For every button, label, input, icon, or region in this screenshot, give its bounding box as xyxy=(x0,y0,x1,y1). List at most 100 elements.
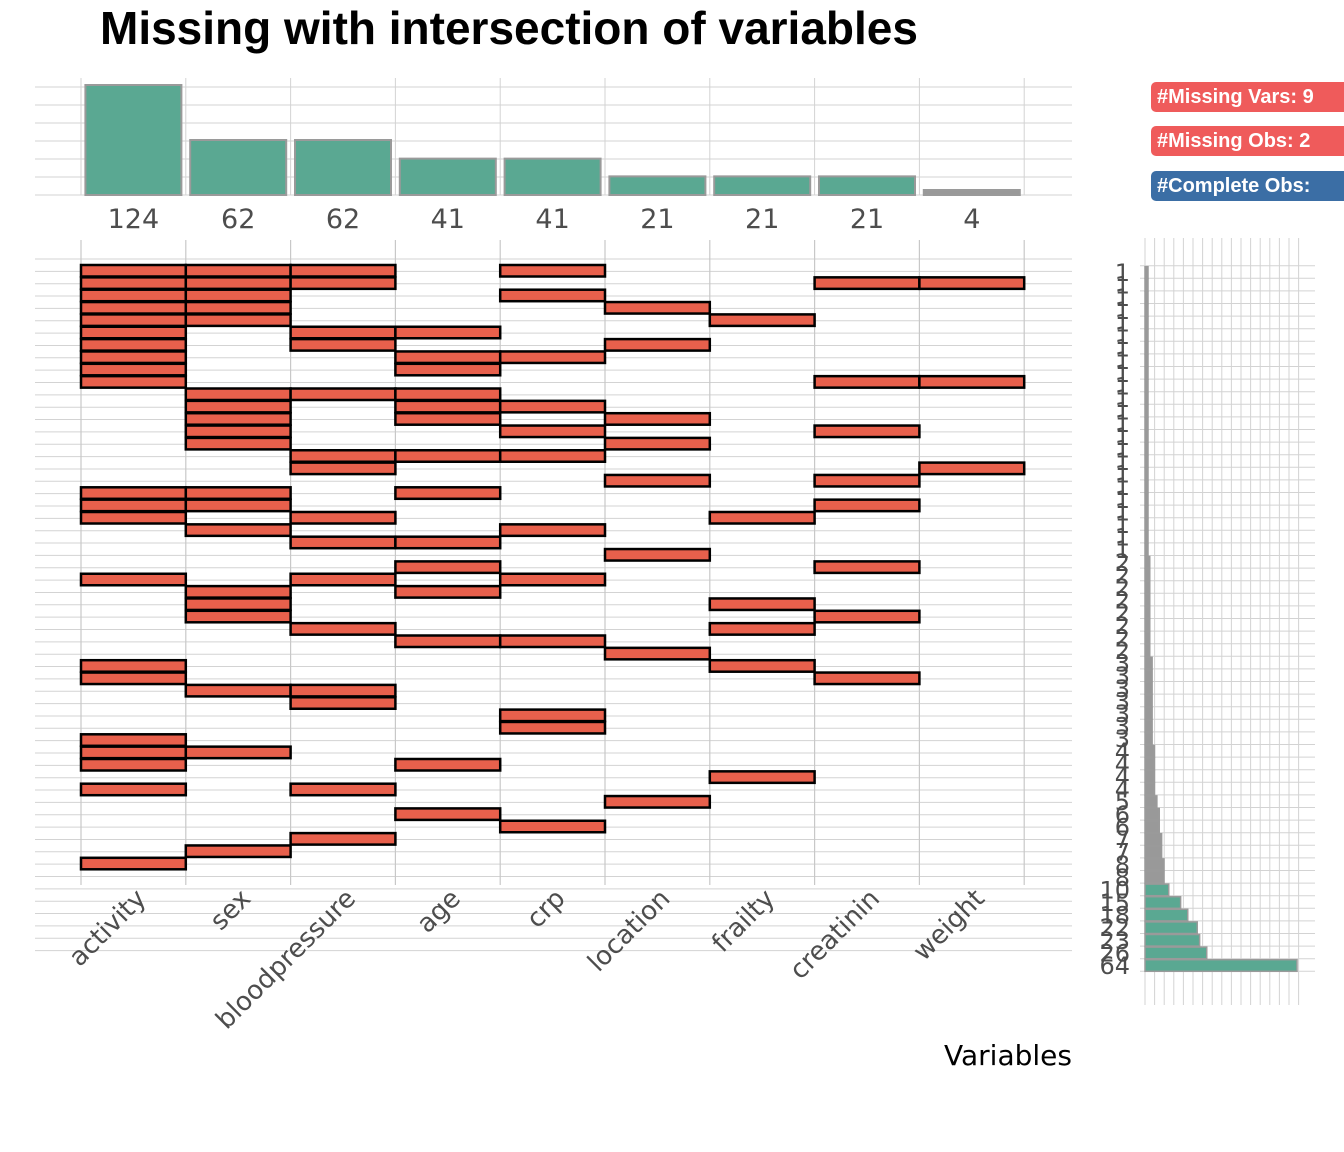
intersection-size-label: 1 xyxy=(1115,461,1130,489)
intersection-size-bar xyxy=(1144,492,1149,506)
intersection-size-bar xyxy=(1144,858,1165,872)
intersection-size-bar xyxy=(1144,618,1151,632)
missing-cell xyxy=(289,461,397,476)
intersection-size-label: 1 xyxy=(1115,347,1130,375)
chart-title: Missing with intersection of variables xyxy=(100,2,918,54)
intersection-size-labels: 1111111111111111111111122222222333333344… xyxy=(1099,259,1130,980)
missing-cell xyxy=(394,411,502,426)
missing-cell xyxy=(79,498,188,513)
intersection-size-label: 1 xyxy=(1115,385,1130,413)
intersection-size-bar xyxy=(1144,303,1149,317)
missing-cell xyxy=(603,473,712,488)
missing-cell xyxy=(289,572,397,587)
intersection-size-label: 23 xyxy=(1099,927,1130,955)
intersection-size-label: 2 xyxy=(1115,624,1130,652)
intersection-size-bar xyxy=(1144,669,1153,683)
missing-cell xyxy=(79,510,188,525)
missing-cell xyxy=(498,634,607,649)
missing-cell xyxy=(79,288,188,303)
missing-cell xyxy=(813,671,921,686)
missing-cell xyxy=(498,572,607,587)
missing-cell xyxy=(918,276,1026,291)
set-size-label: 41 xyxy=(431,204,465,235)
missing-cell xyxy=(394,757,502,772)
variable-label: sex xyxy=(204,884,257,937)
missing-cell xyxy=(708,313,816,328)
intersection-size-label: 4 xyxy=(1115,738,1130,766)
missing-cell xyxy=(289,325,397,340)
intersection-size-label: 1 xyxy=(1115,372,1130,400)
intersection-size-label: 8 xyxy=(1115,864,1130,892)
intersection-size-label: 3 xyxy=(1115,725,1130,753)
intersection-size-label: 1 xyxy=(1115,435,1130,463)
intersection-size-label: 1 xyxy=(1115,524,1130,552)
intersection-size-label: 64 xyxy=(1099,952,1130,980)
missing-cell xyxy=(79,325,188,340)
missing-cell xyxy=(79,745,188,760)
set-size-bar xyxy=(294,139,392,196)
intersection-size-bar xyxy=(1144,366,1149,380)
missing-cell xyxy=(708,621,816,636)
missing-cell xyxy=(813,424,921,439)
intersection-size-label: 6 xyxy=(1115,801,1130,829)
intersection-size-bar xyxy=(1144,782,1156,796)
intersection-size-bar xyxy=(1144,580,1151,595)
complete-obs-badge: #Complete Obs: xyxy=(1151,171,1344,201)
intersection-size-bar xyxy=(1144,467,1149,481)
missing-cell xyxy=(289,449,397,463)
set-size-bar xyxy=(503,157,602,196)
intersection-size-label: 15 xyxy=(1099,889,1130,917)
missing-cell xyxy=(184,436,292,451)
intersection-size-label: 1 xyxy=(1115,272,1130,300)
intersection-size-label: 1 xyxy=(1115,297,1130,325)
intersection-size-bar xyxy=(1144,694,1153,708)
intersection-size-label: 2 xyxy=(1115,599,1130,627)
intersection-size-bar xyxy=(1144,278,1149,292)
set-size-bar xyxy=(398,157,497,196)
missing-cell xyxy=(79,856,188,871)
intersection-size-label: 7 xyxy=(1115,826,1130,854)
set-size-label: 21 xyxy=(850,204,884,235)
intersection-size-label: 6 xyxy=(1115,813,1130,841)
missing-cell xyxy=(184,276,292,291)
intersection-size-label: 3 xyxy=(1115,713,1130,741)
missing-cell xyxy=(79,337,188,352)
intersection-size-bar xyxy=(1144,631,1151,645)
intersection-size-bar xyxy=(1144,404,1149,418)
intersection-size-label: 1 xyxy=(1115,322,1130,350)
missing-cell xyxy=(498,523,607,538)
missing-cell xyxy=(918,374,1026,389)
set-size-label: 21 xyxy=(745,204,779,235)
missing-cell xyxy=(79,782,188,797)
missing-cell xyxy=(813,560,921,575)
intersection-size-bar xyxy=(1144,442,1149,456)
set-size-label: 41 xyxy=(535,204,569,235)
missing-cell xyxy=(813,276,921,291)
missing-cell xyxy=(184,844,292,859)
missing-cell xyxy=(918,461,1026,476)
missing-cell xyxy=(184,411,292,426)
missing-cell xyxy=(184,498,292,513)
intersection-size-bar xyxy=(1144,543,1149,557)
intersection-size-bar xyxy=(1144,795,1158,809)
missing-cell xyxy=(813,473,921,488)
intersection-size-label: 3 xyxy=(1115,650,1130,678)
intersection-size-label: 1 xyxy=(1115,486,1130,514)
intersection-size-bar xyxy=(1144,681,1153,695)
intersection-size-label: 1 xyxy=(1115,536,1130,564)
intersection-size-bar xyxy=(1144,656,1153,670)
intersection-size-label: 18 xyxy=(1099,902,1130,930)
intersection-size-bar xyxy=(1144,379,1149,393)
missing-cell xyxy=(289,263,397,278)
missing-cell xyxy=(394,362,502,377)
intersection-size-label: 1 xyxy=(1115,473,1130,501)
missing-cell xyxy=(79,300,188,315)
missing-cell xyxy=(603,337,712,352)
intersection-size-bar xyxy=(1144,832,1163,847)
missing-cell xyxy=(79,374,188,389)
missing-obs-badge: #Missing Obs: 2 xyxy=(1151,126,1344,156)
intersection-size-label: 4 xyxy=(1115,763,1130,791)
missing-cell xyxy=(498,449,607,463)
missing-cell xyxy=(79,572,188,587)
